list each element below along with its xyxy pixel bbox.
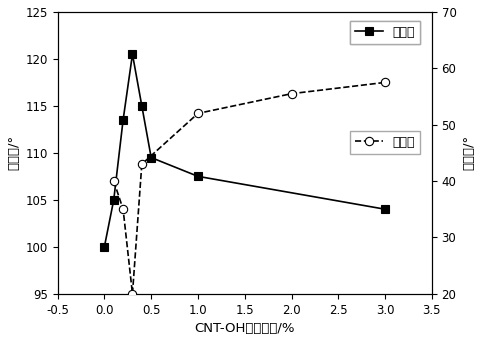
X-axis label: CNT-OH的添加量/%: CNT-OH的添加量/% [195,322,295,335]
接触角 [195,174,201,179]
Y-axis label: 滚动角/°: 滚动角/° [462,135,475,170]
Legend: 滚动角: 滚动角 [350,131,420,154]
Line: 接触角: 接触角 [101,50,389,251]
Line: 滚动角: 滚动角 [109,78,389,298]
接触角 [111,198,117,202]
Y-axis label: 接触角/°: 接触角/° [7,135,20,170]
滚动角 [382,80,388,84]
接触角 [139,104,145,108]
滚动角 [195,111,201,116]
接触角 [382,207,388,211]
接触角 [148,156,154,160]
Legend: 接触角: 接触角 [350,21,420,44]
滚动角 [130,292,135,296]
接触角 [130,52,135,56]
接触角 [102,245,107,249]
接触角 [120,118,126,122]
滚动角 [289,92,295,96]
滚动角 [111,179,117,183]
滚动角 [120,207,126,211]
滚动角 [139,162,145,166]
